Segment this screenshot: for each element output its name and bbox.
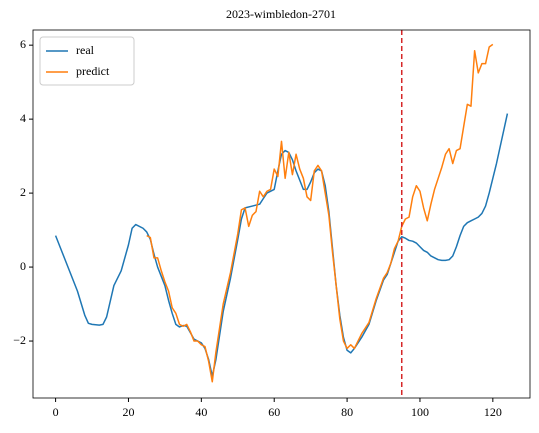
chart-title: 2023-wimbledon-2701	[226, 7, 336, 21]
line	[54, 113, 509, 377]
x-tick-label: 120	[484, 405, 502, 419]
y-tick-label: 6	[20, 37, 26, 51]
line	[146, 43, 494, 383]
y-tick-label: 2	[20, 185, 26, 199]
legend-label: predict	[76, 64, 110, 78]
x-tick-label: 40	[195, 405, 207, 419]
x-tick-label: 80	[341, 405, 353, 419]
x-tick-label: 0	[53, 405, 59, 419]
plot-frame	[32, 29, 531, 399]
x-tick-label: 60	[268, 405, 280, 419]
y-tick-label: 4	[20, 111, 26, 125]
x-tick-label: 20	[122, 405, 134, 419]
legend-box	[39, 36, 135, 86]
legend-label: real	[76, 43, 95, 57]
y-tick-label: −2	[13, 333, 26, 347]
y-tick-label: 0	[20, 259, 26, 273]
x-tick-label: 100	[411, 405, 429, 419]
